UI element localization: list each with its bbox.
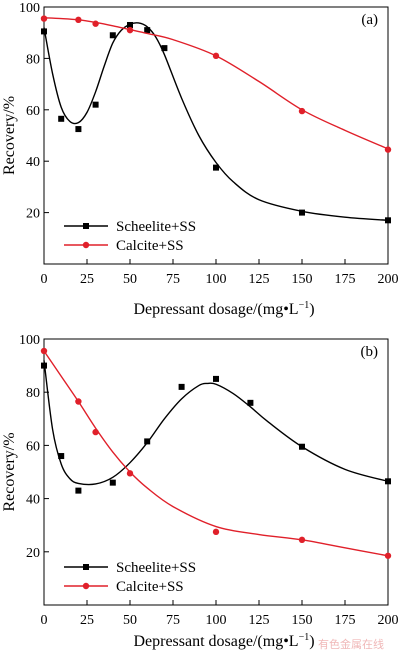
legend-label-calcite-ss: Calcite+SS — [116, 238, 184, 254]
x-tick-label: 200 — [378, 272, 399, 287]
y-tick-label: 80 — [26, 52, 40, 67]
data-point-scheelite-ss — [161, 45, 168, 52]
legend-marker-calcite-ss — [82, 582, 90, 590]
data-point-scheelite-ss — [299, 209, 305, 216]
legend-label-calcite-ss: Calcite+SS — [116, 579, 184, 595]
y-axis-label: Recovery/% — [1, 432, 18, 511]
x-tick-label: 25 — [80, 272, 94, 287]
data-point-calcite-ss — [298, 536, 306, 544]
series-line-scheelite-ss — [43, 22, 389, 222]
data-point-scheelite-ss — [75, 487, 82, 494]
legend-label-scheelite-ss: Scheelite+SS — [116, 560, 196, 576]
x-tick-label: 0 — [41, 272, 48, 287]
data-point-scheelite-ss — [385, 217, 391, 224]
data-point-calcite-ss — [40, 15, 48, 22]
x-axis-label: Depressant dosage/(mg•L−1) — [133, 632, 314, 650]
y-axis-label: Recovery/% — [1, 96, 18, 175]
series-line-scheelite-ss — [43, 360, 389, 486]
data-point-scheelite-ss — [41, 28, 47, 35]
x-axis-label-main: Depressant dosage/(mg•L — [133, 301, 298, 318]
y-tick-label: 20 — [26, 546, 40, 561]
data-point-calcite-ss — [75, 398, 82, 405]
data-point-scheelite-ss — [109, 479, 116, 486]
data-point-scheelite-ss — [144, 27, 151, 34]
data-point-calcite-ss — [212, 528, 220, 536]
x-axis-label-sup: −1 — [299, 632, 310, 643]
x-tick-label: 0 — [41, 613, 48, 628]
chart-panel-a: 0 25 50 75 100 125 150 175 200 20 40 60 80 100 Depress… — [1, 1, 399, 318]
x-axis-label-main: Depressant dosage/(mg•L — [133, 633, 298, 650]
x-tick-label: 100 — [206, 613, 227, 628]
data-point-scheelite-ss — [385, 478, 391, 485]
y-tick-label: 60 — [26, 439, 40, 454]
x-tick-label: 175 — [335, 272, 356, 287]
data-point-scheelite-ss — [213, 375, 219, 382]
x-axis-label-tail: ) — [309, 301, 314, 318]
data-point-calcite-ss — [384, 146, 392, 153]
data-point-calcite-ss — [384, 552, 392, 559]
panel-label: (b) — [361, 344, 379, 360]
data-point-scheelite-ss — [299, 443, 305, 450]
x-tick-label: 125 — [249, 613, 270, 628]
y-tick-label: 100 — [19, 333, 40, 348]
data-point-calcite-ss — [126, 470, 134, 477]
y-tick-label: 100 — [19, 1, 40, 16]
legend-label-scheelite-ss: Scheelite+SS — [116, 219, 196, 235]
data-point-scheelite-ss — [109, 32, 116, 39]
data-point-scheelite-ss — [92, 101, 99, 108]
data-point-scheelite-ss — [127, 21, 133, 28]
data-point-calcite-ss — [92, 428, 99, 436]
watermark: 有色金属在线 — [318, 637, 384, 651]
x-tick-label: 175 — [335, 613, 356, 628]
data-point-calcite-ss — [75, 16, 82, 24]
chart-panel-b: 0 25 50 75 100 125 150 175 200 20 40 60 80 100 Depress… — [1, 333, 399, 650]
data-point-calcite-ss — [126, 26, 134, 34]
data-point-scheelite-ss — [247, 399, 254, 406]
data-point-scheelite-ss — [58, 115, 65, 122]
data-point-scheelite-ss — [41, 362, 47, 369]
x-tick-label: 50 — [123, 272, 137, 287]
legend-marker-scheelite-ss — [83, 564, 89, 570]
series-line-calcite-ss — [43, 17, 389, 150]
x-axis-label: Depressant dosage/(mg•L−1) — [133, 300, 314, 318]
x-tick-label: 150 — [292, 613, 313, 628]
data-point-scheelite-ss — [213, 164, 219, 171]
x-tick-label: 200 — [378, 613, 399, 628]
x-tick-label: 75 — [166, 613, 180, 628]
legend-marker-calcite-ss — [82, 241, 90, 249]
data-point-calcite-ss — [40, 347, 48, 355]
x-tick-label: 75 — [166, 272, 180, 287]
y-tick-label: 20 — [26, 207, 40, 222]
x-axis-label-tail: ) — [309, 633, 314, 650]
data-point-scheelite-ss — [144, 438, 151, 445]
data-point-scheelite-ss — [58, 453, 65, 460]
panel-label: (a) — [361, 12, 378, 28]
x-tick-label: 150 — [292, 272, 313, 287]
data-point-calcite-ss — [212, 52, 220, 60]
data-point-scheelite-ss — [75, 126, 82, 133]
data-point-scheelite-ss — [178, 383, 185, 390]
x-tick-label: 25 — [80, 613, 94, 628]
x-tick-label: 50 — [123, 613, 137, 628]
y-tick-label: 80 — [26, 386, 40, 401]
legend-marker-scheelite-ss — [83, 223, 89, 229]
x-tick-label: 125 — [249, 272, 270, 287]
y-tick-label: 60 — [26, 104, 40, 119]
x-tick-label: 100 — [206, 272, 227, 287]
x-axis-label-sup: −1 — [299, 300, 310, 311]
y-tick-label: 40 — [26, 493, 40, 508]
data-point-calcite-ss — [92, 20, 99, 27]
y-tick-label: 40 — [26, 155, 40, 170]
data-point-calcite-ss — [298, 107, 306, 115]
